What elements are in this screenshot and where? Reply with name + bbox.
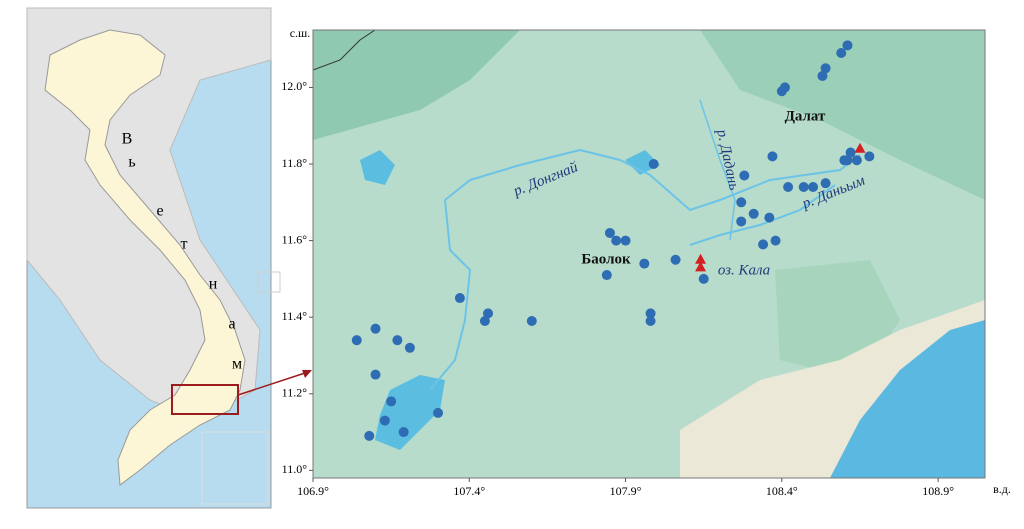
point xyxy=(776,86,787,97)
point xyxy=(639,258,650,269)
x-axis-label: в.д. xyxy=(993,482,1011,496)
point xyxy=(392,335,403,346)
inset-arrow xyxy=(237,372,306,396)
inset-label: ь xyxy=(128,154,135,171)
point xyxy=(698,273,709,284)
point xyxy=(604,227,615,238)
point xyxy=(648,159,659,170)
river xyxy=(699,99,736,241)
lake xyxy=(625,150,660,175)
point xyxy=(851,155,862,166)
border xyxy=(313,30,376,71)
x-tick-label: 106.9° xyxy=(297,484,329,498)
point xyxy=(820,178,831,189)
inset-box xyxy=(171,384,239,415)
lake xyxy=(375,375,445,450)
point xyxy=(483,308,494,319)
point xyxy=(645,308,656,319)
point xyxy=(808,181,819,192)
point xyxy=(817,70,828,81)
y-tick-label: 12.0° xyxy=(281,79,307,93)
map-frame xyxy=(312,29,986,479)
x-tick-label: 108.9° xyxy=(922,484,954,498)
point xyxy=(842,40,853,51)
river xyxy=(689,184,836,246)
x-tick-label: 107.9° xyxy=(610,484,642,498)
inset-arrowhead xyxy=(302,370,312,378)
point xyxy=(479,316,490,327)
map-label: Баолок xyxy=(581,251,631,267)
y-axis-label: с.ш. xyxy=(290,26,311,40)
point xyxy=(398,427,409,438)
point xyxy=(836,47,847,58)
river xyxy=(444,148,861,212)
point xyxy=(736,197,747,208)
point xyxy=(770,235,781,246)
inset-label: В xyxy=(122,131,133,148)
point xyxy=(364,430,375,441)
sea xyxy=(830,320,985,478)
inset-label: а xyxy=(228,316,235,333)
inset-label: м xyxy=(232,356,242,373)
point xyxy=(620,235,631,246)
river xyxy=(429,199,472,391)
lake xyxy=(360,150,395,185)
inset-country xyxy=(44,29,246,486)
point xyxy=(645,316,656,327)
forest xyxy=(700,30,985,200)
point xyxy=(370,369,381,380)
point xyxy=(820,63,831,74)
point xyxy=(670,254,681,265)
point xyxy=(764,212,775,223)
point xyxy=(767,151,778,162)
point xyxy=(758,239,769,250)
x-tick-label: 108.4° xyxy=(766,484,798,498)
point xyxy=(526,316,537,327)
x-tick-label: 107.4° xyxy=(453,484,485,498)
point xyxy=(386,396,397,407)
y-tick-label: 11.2° xyxy=(282,386,308,400)
point xyxy=(611,235,622,246)
inset-islands xyxy=(257,271,281,293)
map-label: оз. Кала xyxy=(718,262,770,278)
point xyxy=(351,335,362,346)
point xyxy=(404,342,415,353)
point xyxy=(601,270,612,281)
y-tick-label: 11.6° xyxy=(282,232,308,246)
inset-map xyxy=(26,7,312,509)
point xyxy=(695,253,707,264)
point xyxy=(736,216,747,227)
forest xyxy=(313,30,520,140)
map-label: Далат xyxy=(785,108,826,124)
map-base xyxy=(313,30,985,478)
point xyxy=(798,181,809,192)
point xyxy=(379,415,390,426)
point xyxy=(839,155,850,166)
inset-label: н xyxy=(209,276,218,293)
point xyxy=(845,147,856,158)
point xyxy=(370,323,381,334)
inset-label: е xyxy=(156,203,163,220)
point xyxy=(739,170,750,181)
point xyxy=(864,151,875,162)
y-tick-label: 11.4° xyxy=(282,309,308,323)
point xyxy=(854,142,866,153)
point xyxy=(748,208,759,219)
inset-label: т xyxy=(181,236,188,253)
y-tick-label: 11.0° xyxy=(282,462,308,476)
point xyxy=(695,261,707,272)
inset-islands xyxy=(201,431,269,505)
point xyxy=(783,181,794,192)
point xyxy=(454,293,465,304)
y-tick-label: 11.8° xyxy=(282,156,308,170)
point xyxy=(433,407,444,418)
